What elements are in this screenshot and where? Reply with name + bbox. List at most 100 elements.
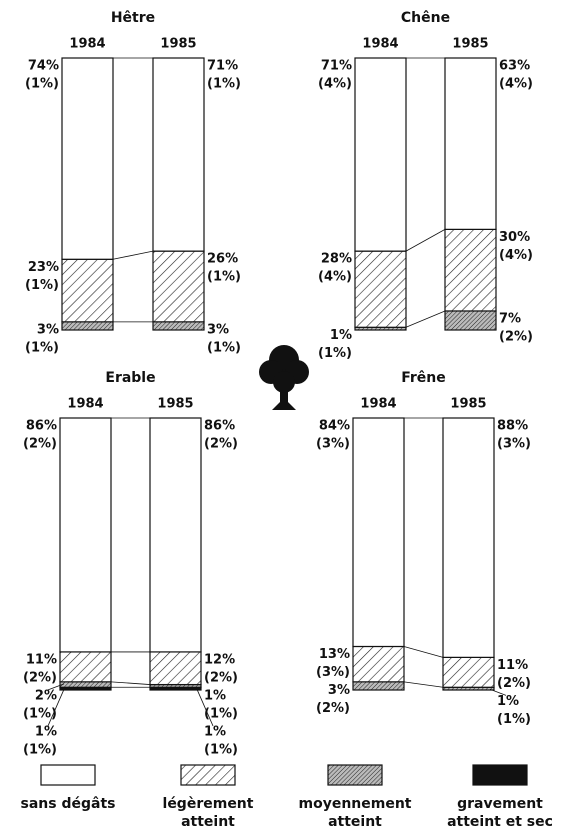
legend-swatch [180,764,236,786]
value-label: 7% [499,311,521,326]
bar-segment [61,258,114,323]
error-label: (2%) [204,437,238,452]
bar-segment [442,656,495,688]
leader-line [489,688,507,696]
bar-segment [352,681,405,691]
error-label: (2%) [23,670,57,685]
value-label: 63% [499,59,530,74]
value-label: 26% [207,252,238,267]
value-label: 11% [26,652,57,667]
error-label: (1%) [207,340,241,355]
legend-label: légèrement atteint [162,796,254,830]
bar-segment [442,417,495,658]
value-label: 23% [28,260,59,275]
error-label: (1%) [207,270,241,285]
error-label: (4%) [318,77,352,92]
value-label: 1% [204,724,226,739]
leader-line [196,689,214,727]
bar-segment [149,417,202,653]
error-label: (1%) [204,706,238,721]
error-label: (1%) [23,742,57,757]
legend-swatch [472,764,528,786]
bar-segment [152,57,205,252]
legend-label: moyennement atteint [298,796,412,830]
value-label: 11% [497,658,528,673]
panel-title: Hêtre [111,10,155,26]
value-label: 1% [330,328,352,343]
value-label: 86% [204,419,235,434]
error-label: (2%) [316,701,350,716]
bar-segment [149,651,202,686]
legend-swatch [327,764,383,786]
bar-segment [444,228,497,312]
value-label: 3% [37,322,59,337]
bar-segment [354,57,407,252]
bar-segment [152,250,205,323]
legend-label: sans dégâts [20,796,116,812]
error-label: (1%) [25,340,59,355]
year-label: 1984 [67,397,103,412]
leader-line [47,689,65,727]
legend-swatch [40,764,96,786]
error-label: (2%) [499,329,533,344]
error-label: (1%) [23,706,57,721]
connector [403,646,444,658]
value-label: 1% [204,688,226,703]
error-label: (3%) [497,437,531,452]
leader-line [47,683,65,691]
value-label: 13% [319,647,350,662]
year-label: 1984 [362,37,398,52]
value-label: 84% [319,419,350,434]
value-label: 88% [497,419,528,434]
panel-title: Erable [105,370,155,386]
year-label: 1985 [452,37,488,52]
tree-icon [259,345,309,410]
value-label: 3% [207,322,229,337]
bar-segment [444,57,497,230]
error-label: (1%) [318,346,352,361]
connector [405,229,446,252]
error-label: (2%) [204,670,238,685]
year-label: 1985 [160,37,196,52]
error-label: (1%) [204,742,238,757]
panel-title: Frêne [401,370,446,386]
value-label: 71% [207,59,238,74]
error-label: (2%) [23,437,57,452]
legend-label: gravement atteint et sec [447,796,553,830]
year-label: 1984 [360,397,396,412]
error-label: (3%) [316,437,350,452]
value-label: 28% [321,252,352,267]
value-label: 2% [35,688,57,703]
error-label: (1%) [207,77,241,92]
error-label: (4%) [499,248,533,263]
bar-segment [444,310,497,331]
connector [403,681,444,688]
year-label: 1985 [450,397,486,412]
year-label: 1984 [69,37,105,52]
error-label: (2%) [497,676,531,691]
value-label: 71% [321,59,352,74]
panel-title: Chêne [401,10,450,26]
value-label: 86% [26,419,57,434]
error-label: (1%) [25,278,59,293]
bar-segment [61,321,114,331]
connector [112,250,154,260]
error-label: (4%) [318,270,352,285]
bar-segment [59,681,112,688]
bar-segment [59,417,112,653]
value-label: 3% [328,683,350,698]
value-label: 74% [28,59,59,74]
year-label: 1985 [157,397,193,412]
bar-segment [354,250,407,328]
error-label: (3%) [316,665,350,680]
value-label: 30% [499,230,530,245]
error-label: (4%) [499,77,533,92]
bar-segment [61,57,114,260]
value-label: 1% [35,724,57,739]
connector [110,681,151,685]
error-label: (1%) [497,712,531,727]
connector [405,310,446,328]
error-label: (1%) [25,77,59,92]
